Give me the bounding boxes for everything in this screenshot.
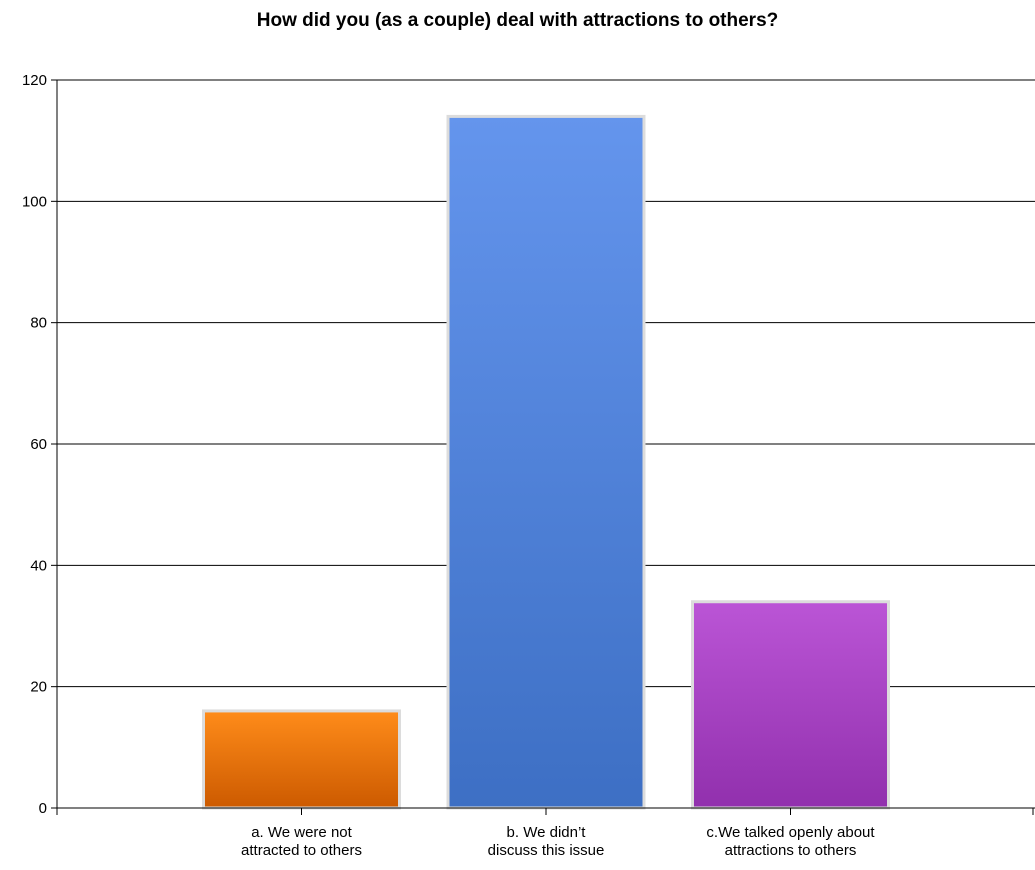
x-category-label-line: attracted to others	[241, 842, 362, 859]
bar	[202, 709, 401, 810]
x-category-label-line: discuss this issue	[488, 842, 605, 859]
axis-labels: 0 20 40 60 80 100 120 a. We were not attracted t…	[22, 72, 875, 859]
bar	[691, 600, 890, 810]
axes	[51, 79, 1035, 815]
x-category-label: b. We didn’t discuss this issue	[488, 824, 605, 859]
x-category-label-line: a. We were not	[251, 824, 352, 841]
x-category-label-line: attractions to others	[725, 842, 857, 859]
y-tick-label: 100	[22, 193, 47, 210]
chart-title: How did you (as a couple) deal with attr…	[256, 10, 779, 31]
x-category-label: a. We were not attracted to others	[241, 824, 362, 859]
y-tick-label: 80	[30, 315, 47, 332]
x-category-label-line: c.We talked openly about	[706, 824, 875, 841]
y-tick-label: 120	[22, 72, 47, 89]
bars	[202, 114, 890, 810]
y-tick-label: 40	[30, 557, 47, 574]
y-tick-label: 60	[30, 436, 47, 453]
x-category-label-line: b. We didn’t	[507, 824, 587, 841]
bar	[446, 114, 646, 810]
y-tick-label: 20	[30, 679, 47, 696]
x-category-label: c.We talked openly about attractions to o…	[706, 824, 875, 859]
y-tick-label: 0	[39, 800, 47, 817]
